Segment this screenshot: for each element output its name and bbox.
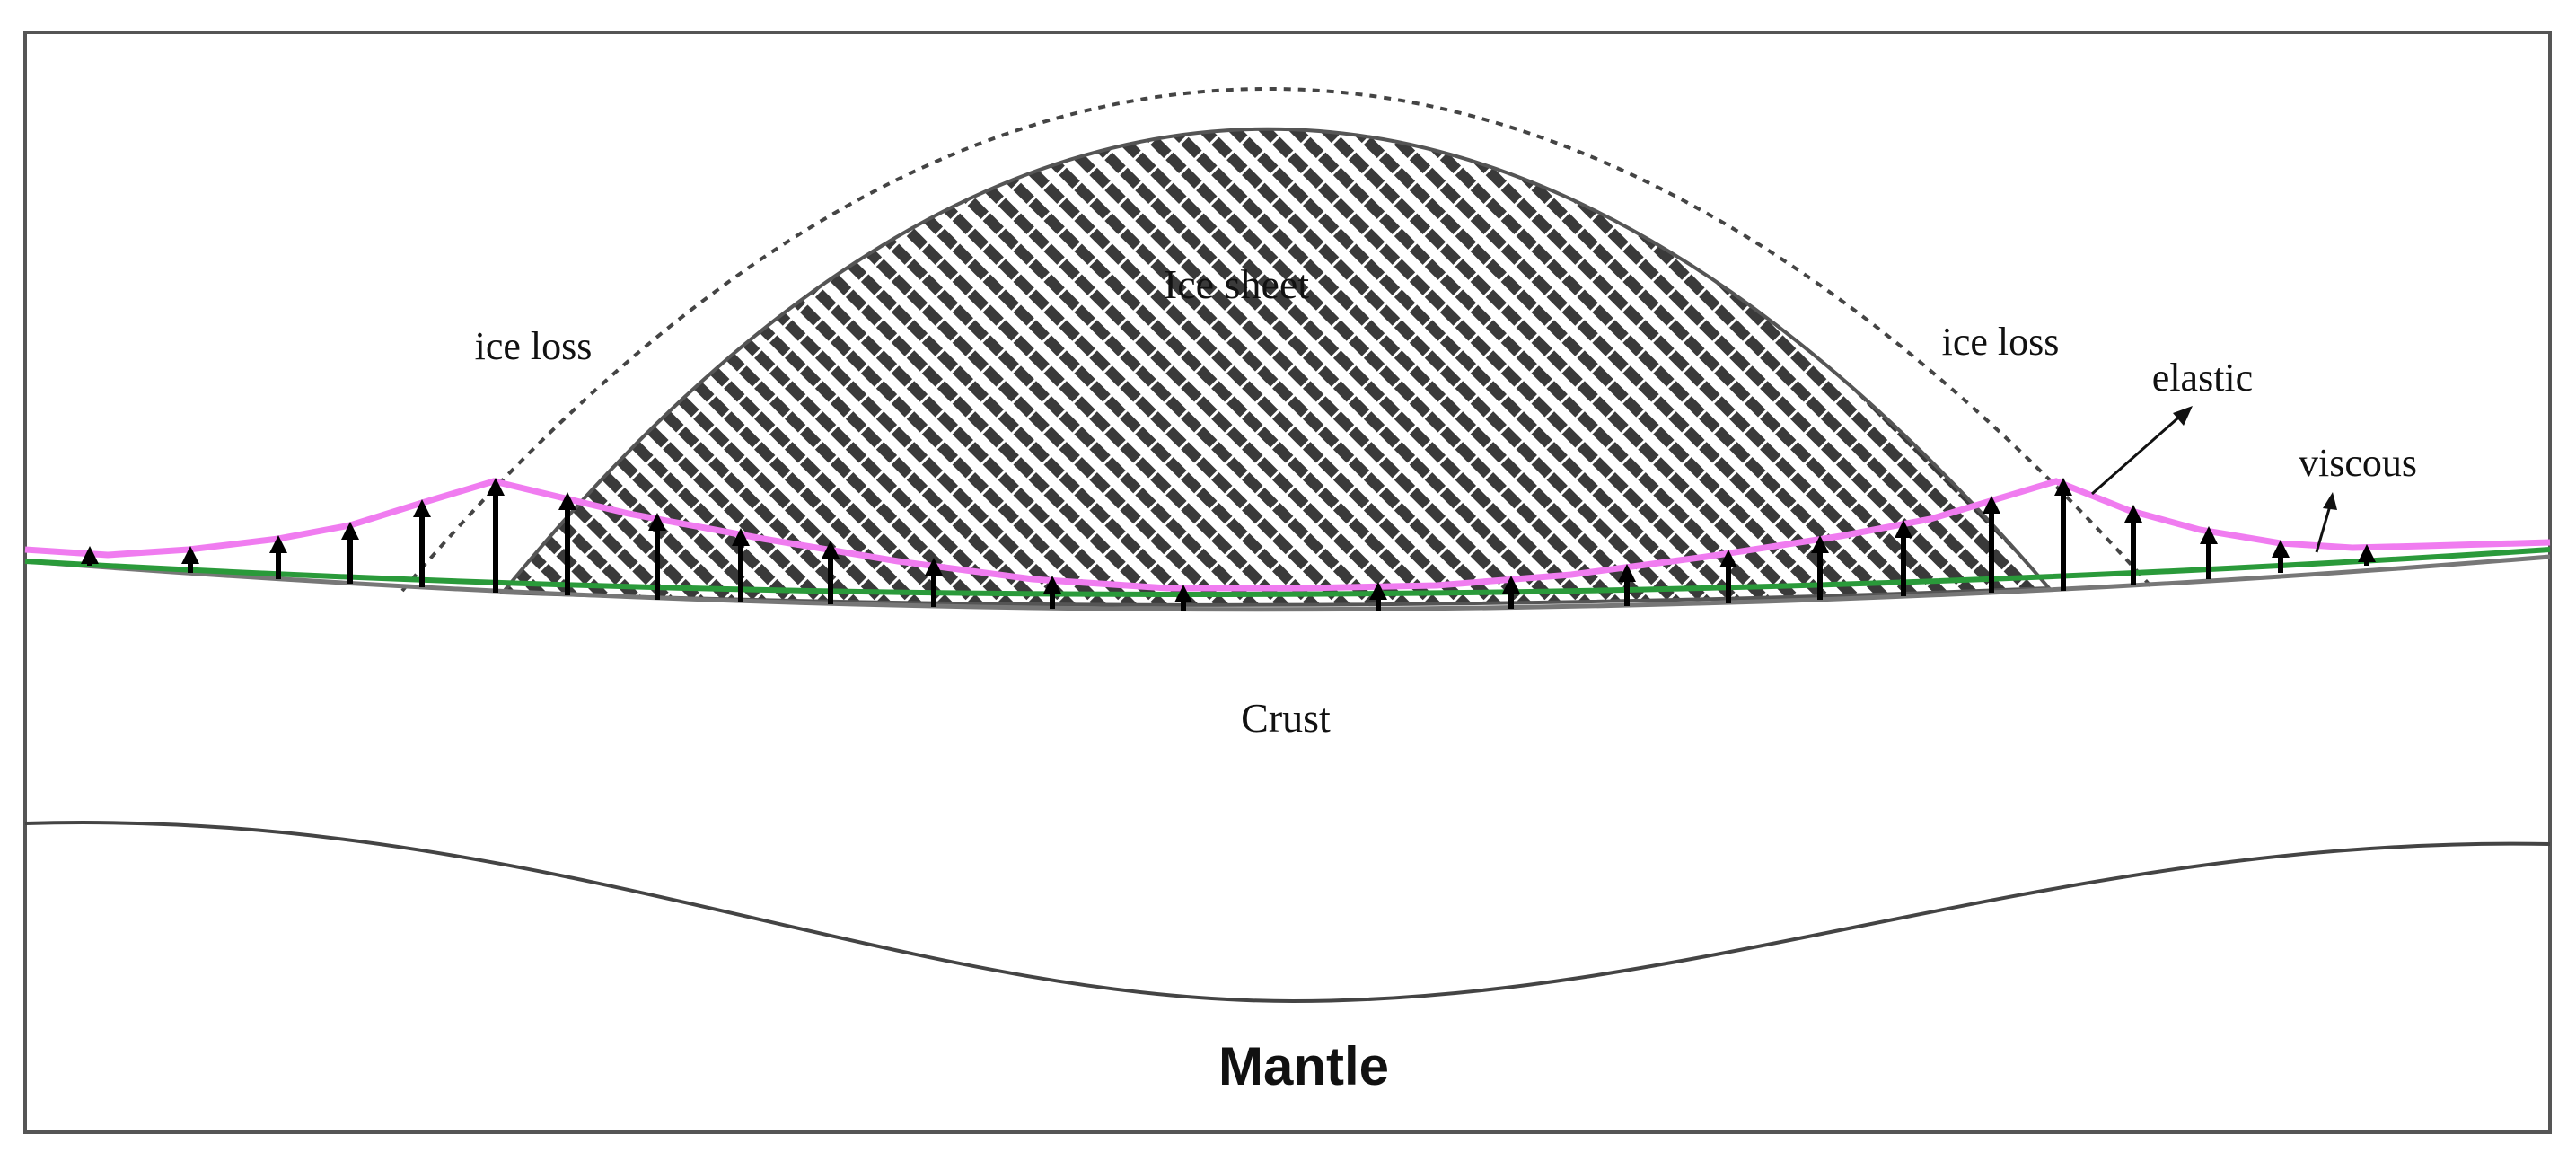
uplift-arrow: [1983, 496, 2000, 593]
viscous-leader-arrowhead: [2323, 492, 2337, 510]
uplift-arrow: [2358, 544, 2376, 566]
uplift-arrow: [2124, 505, 2142, 585]
uplift-arrow: [1618, 564, 1636, 606]
elastic-leader-arrowhead: [2173, 406, 2193, 426]
elastic-leader-line: [2091, 411, 2185, 496]
uplift-arrow: [1811, 535, 1829, 600]
uplift-arrow: [269, 535, 287, 579]
crust-label: Crust: [1241, 695, 1331, 741]
uplift-arrow: [81, 546, 99, 566]
ice-sheet-shape: [498, 127, 2053, 607]
uplift-arrow: [181, 546, 199, 573]
uplift-arrow: [822, 541, 840, 604]
uplift-arrow: [1502, 576, 1520, 609]
uplift-arrows: [81, 478, 2376, 611]
uplift-arrow: [2272, 540, 2290, 573]
viscous-label: viscous: [2299, 441, 2417, 485]
elastic-label: elastic: [2152, 356, 2253, 400]
crust-surface: [24, 554, 2551, 612]
uplift-arrow: [732, 528, 750, 602]
uplift-arrow: [1369, 582, 1387, 611]
viscous-leader-line: [2315, 502, 2333, 553]
mantle-label: Mantle: [1218, 1036, 1389, 1096]
uplift-arrow: [1895, 520, 1912, 596]
mantle-boundary: [24, 821, 2551, 1004]
uplift-arrow: [1719, 550, 1737, 603]
uplift-arrow: [2200, 526, 2218, 579]
uplift-arrow: [341, 522, 359, 584]
uplift-arrow: [413, 499, 431, 587]
ice-loss-right-label: ice loss: [1942, 320, 2060, 364]
uplift-arrow: [1174, 585, 1192, 611]
uplift-arrow: [648, 513, 666, 600]
uplift-arrow: [925, 558, 943, 607]
ice-sheet-label: Ice sheet: [1164, 261, 1309, 307]
uplift-arrow: [487, 478, 505, 593]
viscous-response-line: [24, 547, 2551, 597]
uplift-arrow: [2054, 478, 2072, 591]
ice-loss-left-label: ice loss: [475, 324, 593, 368]
uplift-arrow: [558, 492, 576, 595]
uplift-arrow: [1043, 576, 1061, 609]
